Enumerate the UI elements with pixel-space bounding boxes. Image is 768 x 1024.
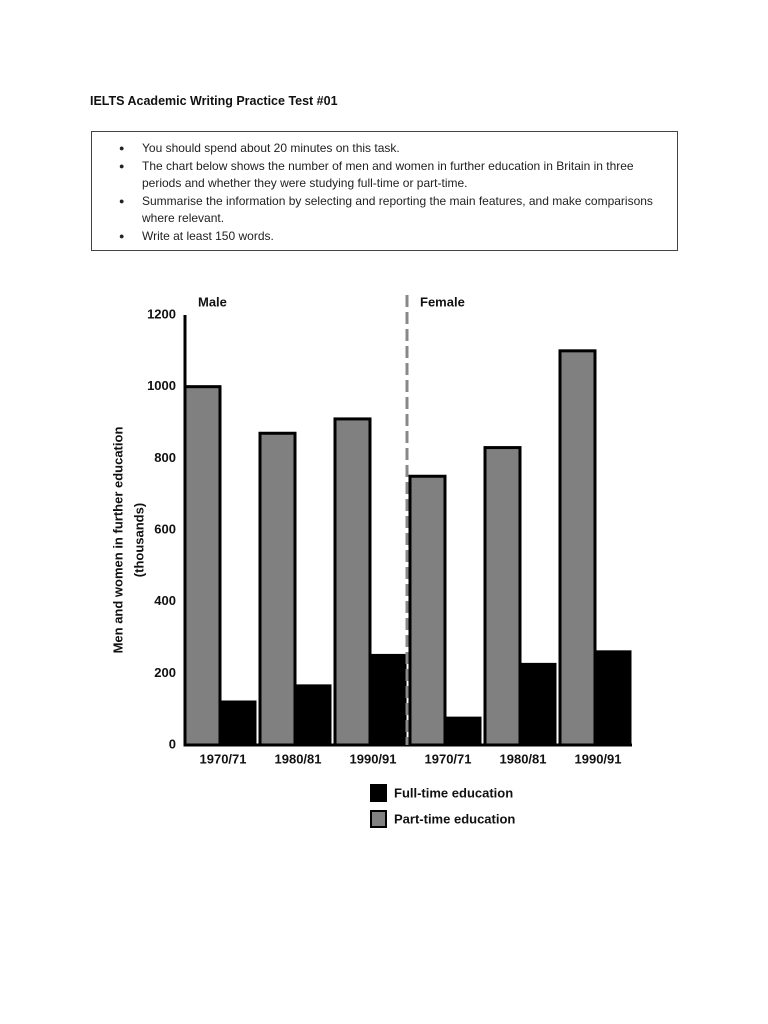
x-tick-label: 1990/91: [575, 751, 622, 766]
y-tick-label: 400: [154, 593, 176, 608]
y-tick-label: 0: [169, 736, 176, 751]
y-tick-label: 800: [154, 450, 176, 465]
group-label: Female: [420, 294, 465, 309]
instruction-item: Summarise the information by selecting a…: [119, 193, 662, 227]
bar: [518, 662, 557, 747]
instruction-list: You should spend about 20 minutes on thi…: [92, 132, 677, 245]
x-tick-label: 1990/91: [350, 751, 397, 766]
group-label: Male: [198, 294, 227, 309]
bar: [443, 716, 482, 747]
instruction-item: You should spend about 20 minutes on thi…: [119, 140, 662, 157]
y-tick-label: 1200: [147, 306, 176, 321]
bar: [408, 474, 447, 747]
bar: [483, 446, 522, 747]
x-tick-label: 1970/71: [425, 751, 472, 766]
document-title: IELTS Academic Writing Practice Test #01: [90, 94, 338, 108]
legend-swatch: [370, 784, 387, 802]
y-tick-label: 200: [154, 665, 176, 680]
bar: [258, 431, 297, 747]
bar: [593, 650, 632, 747]
legend-label: Full-time education: [394, 785, 513, 800]
y-axis-label: (thousands): [131, 503, 146, 577]
legend-label: Part-time education: [394, 811, 515, 826]
instruction-item: The chart below shows the number of men …: [119, 158, 662, 192]
bar: [183, 385, 222, 747]
legend-swatch: [370, 810, 387, 828]
bar: [333, 417, 372, 747]
bar: [558, 349, 597, 747]
bar: [218, 700, 257, 747]
y-tick-label: 1000: [147, 378, 176, 393]
y-tick-label: 600: [154, 521, 176, 536]
instruction-item: Write at least 150 words.: [119, 228, 662, 245]
bar: [293, 684, 332, 747]
instruction-box: You should spend about 20 minutes on thi…: [91, 131, 678, 251]
x-tick-label: 1980/81: [500, 751, 547, 766]
x-tick-label: 1980/81: [275, 751, 322, 766]
x-tick-label: 1970/71: [200, 751, 247, 766]
y-axis-label: Men and women in further education: [110, 427, 125, 654]
bar: [368, 653, 407, 747]
